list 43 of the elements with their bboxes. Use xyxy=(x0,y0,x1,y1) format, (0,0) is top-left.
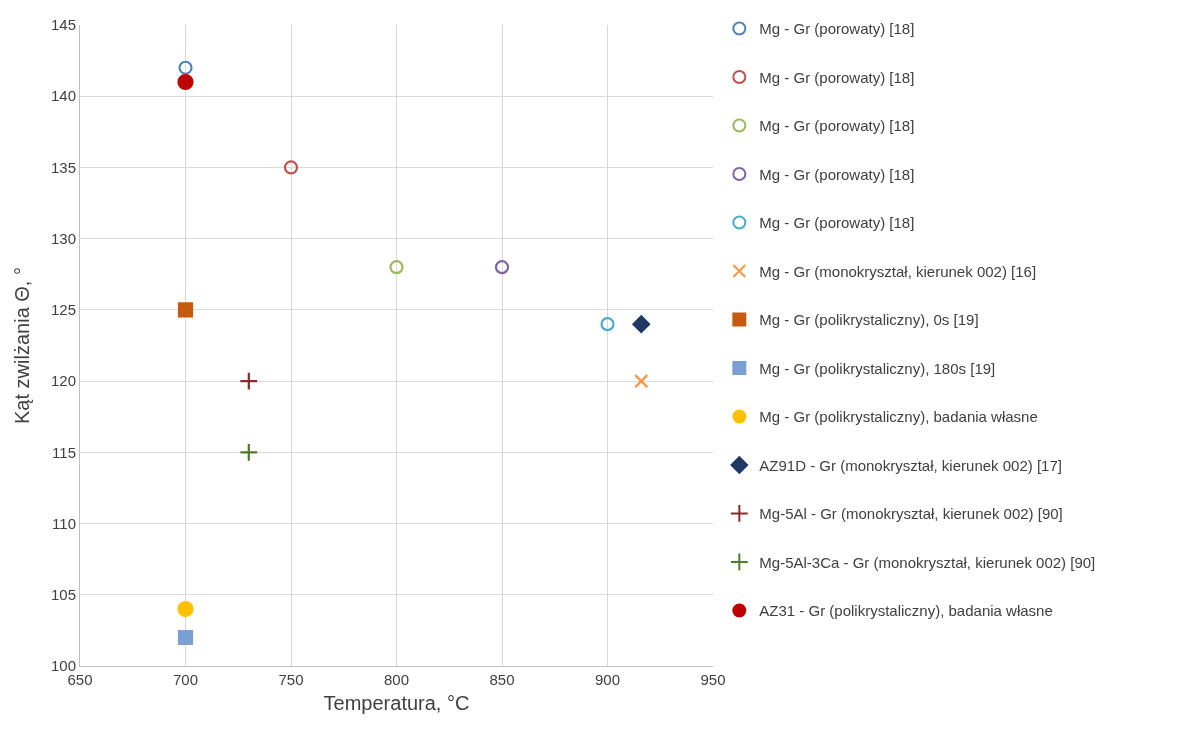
point xyxy=(177,73,194,91)
y-tick-label: 110 xyxy=(52,514,76,532)
x-axis-title: Temperatura, °C xyxy=(323,691,470,714)
point xyxy=(177,302,194,318)
point xyxy=(177,600,194,618)
legend-label: Mg - Gr (porowaty) [18] xyxy=(759,68,915,86)
x-tick-label: 950 xyxy=(700,671,726,688)
legend-label: Mg - Gr (porowaty) [18] xyxy=(759,165,915,183)
legend-label: Mg-5Al - Gr (monokryształ, kierunek 002) [90] xyxy=(759,505,1063,523)
y-tick-label: 130 xyxy=(50,229,76,247)
point xyxy=(600,317,615,332)
legend-label: AZ31 - Gr (polikrystaliczny), badania własne xyxy=(759,602,1053,620)
point xyxy=(494,260,510,275)
point xyxy=(632,315,651,334)
y-axis-title: Kąt zwilżania Θ, ° xyxy=(11,267,34,424)
x-tick-label: 700 xyxy=(172,671,199,688)
legend-label: Mg - Gr (polikrystaliczny), 180s [19] xyxy=(759,359,996,377)
y-tick-label: 125 xyxy=(50,301,76,319)
legend-label: AZ91D - Gr (monokryształ, kierunek 002) [17] xyxy=(759,456,1062,474)
point xyxy=(283,160,299,175)
y-tick-label: 145 xyxy=(50,16,76,34)
legend-label: Mg - Gr (porowaty) [18] xyxy=(759,117,915,135)
x-tick-label: 750 xyxy=(278,671,304,688)
y-tick-label: 120 xyxy=(50,372,76,390)
y-tick-label: 105 xyxy=(50,586,76,604)
x-tick-label: 800 xyxy=(383,671,410,688)
legend-label: Mg - Gr (porowaty) [18] xyxy=(759,20,915,38)
y-tick-label: 115 xyxy=(52,443,76,461)
legend-label: Mg - Gr (porowaty) [18] xyxy=(759,214,915,232)
y-tick-label: 135 xyxy=(50,158,76,176)
point xyxy=(177,629,194,646)
x-tick-label: 900 xyxy=(594,671,621,688)
legend-label: Mg - Gr (polikrystaliczny), badania własne xyxy=(759,408,1038,426)
point xyxy=(389,260,404,275)
legend-label: Mg - Gr (monokryształ, kierunek 002) [16] xyxy=(759,262,1037,280)
point xyxy=(239,442,259,462)
legend-label: Mg-5Al-3Ca - Gr (monokryształ, kierunek 002) [90] xyxy=(759,553,1096,571)
point xyxy=(634,374,649,389)
legend-label: Mg - Gr (polikrystaliczny), 0s [19] xyxy=(759,311,979,329)
y-tick-label: 140 xyxy=(50,87,76,105)
x-tick-label: 850 xyxy=(489,671,515,688)
point xyxy=(239,371,259,391)
point xyxy=(178,60,193,75)
